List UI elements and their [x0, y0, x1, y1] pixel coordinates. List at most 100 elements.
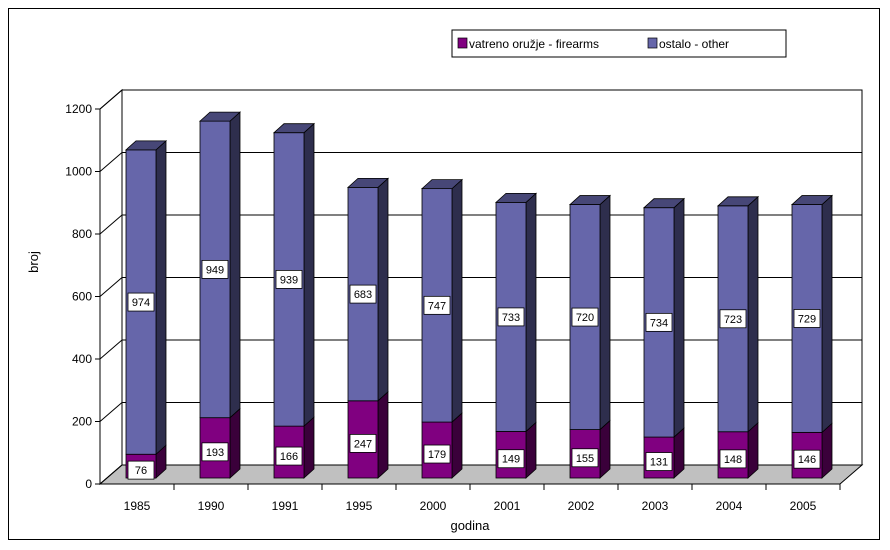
data-label: 723 [724, 314, 742, 326]
legend-label-other: ostalo - other [659, 37, 729, 51]
data-label: 149 [502, 454, 520, 466]
bar-top [346, 177, 390, 188]
data-label-box [645, 312, 673, 332]
bar-top [716, 196, 760, 207]
data-label-box [497, 307, 525, 327]
legend-swatch-firearms [457, 37, 468, 49]
x-tick-label: 2004 [716, 499, 743, 513]
legend-label-firearms: vatreno oružje - firearms [469, 37, 599, 51]
bar-side [303, 122, 315, 428]
bar-side [377, 390, 389, 479]
bar-side [525, 192, 537, 433]
x-tick-label: 1985 [124, 499, 151, 513]
x-tick-label: 1995 [346, 499, 373, 513]
bar-side [229, 111, 241, 419]
axes-group: 0 200 400 600 800 1000 1200 1985 1990 1991 1995 200… [65, 102, 841, 513]
bar-side [599, 419, 611, 479]
bar-side [525, 421, 537, 479]
data-label: 166 [280, 451, 298, 463]
data-label-box [793, 449, 821, 469]
bar-side [451, 412, 463, 479]
bar-side [821, 422, 833, 479]
gridline-diagonal [99, 277, 123, 297]
data-label-box [497, 449, 525, 469]
bar-side [673, 197, 685, 438]
bar-side [229, 407, 241, 479]
data-label: 131 [650, 457, 668, 469]
bar-top [198, 111, 242, 122]
data-label: 193 [206, 447, 224, 459]
y-tick-label: 1200 [65, 102, 92, 116]
data-label-box [719, 309, 747, 329]
x-tick-label: 1990 [198, 499, 225, 513]
data-label-box [349, 434, 377, 453]
bar-side [599, 194, 611, 431]
data-label-box [793, 309, 821, 328]
data-labels-group: 76 974 193 949 166 939 247 683 179 747 149 733 155 72… [127, 260, 821, 480]
bar-top [494, 192, 538, 203]
y-tick-label: 0 [85, 477, 92, 491]
gridline-diagonal [99, 464, 123, 485]
data-label: 148 [724, 454, 742, 466]
x-tick-label: 1991 [272, 499, 299, 513]
y-tick-label: 200 [72, 415, 92, 429]
data-label-box [645, 452, 673, 471]
bar-top [790, 195, 834, 205]
gridline-diagonal [99, 214, 123, 235]
bar-top [420, 179, 464, 190]
gridline-diagonal [99, 89, 123, 110]
gridline-diagonal [99, 339, 123, 360]
data-label: 179 [428, 449, 446, 461]
x-tick-label: 2001 [494, 499, 521, 513]
bar-side [451, 178, 463, 423]
bar-side [303, 416, 315, 479]
data-label: 734 [650, 317, 668, 329]
data-label-box [201, 442, 229, 462]
data-label-box [423, 295, 451, 315]
data-label-box [275, 270, 303, 289]
bar-top [568, 195, 612, 205]
data-label: 747 [428, 300, 446, 312]
legend-swatch-other [647, 37, 658, 49]
y-tick-label: 1000 [65, 165, 92, 179]
data-label: 974 [132, 297, 150, 309]
y-tick-label: 800 [72, 227, 92, 241]
bar-top [272, 123, 316, 134]
data-label: 949 [206, 264, 224, 276]
data-label-box [201, 260, 229, 279]
bar-side [747, 421, 759, 479]
data-label-box [571, 307, 599, 327]
data-label-box [349, 284, 377, 304]
data-label: 155 [576, 453, 594, 465]
x-axis-label: godina [450, 518, 490, 533]
data-label: 683 [354, 289, 372, 301]
legend: vatreno oružje - firearms ostalo - other [451, 29, 787, 58]
y-tick-label: 400 [72, 352, 92, 366]
data-label-box [275, 446, 303, 466]
data-label-box [127, 460, 155, 480]
data-label: 720 [576, 312, 594, 324]
bar-top [642, 198, 686, 209]
gridline-diagonal [99, 152, 123, 172]
data-label: 733 [502, 312, 520, 324]
bar-side [747, 195, 759, 433]
y-axis-label: broj [26, 251, 41, 273]
data-label: 729 [798, 313, 816, 325]
x-tick-label: 2002 [568, 499, 595, 513]
data-label: 76 [135, 465, 147, 477]
data-label-box [127, 292, 155, 312]
legend-box [451, 29, 787, 58]
x-tick-label: 2000 [420, 499, 447, 513]
y-tick-label: 600 [72, 290, 92, 304]
bar-top [124, 140, 168, 151]
x-tick-label: 2005 [790, 499, 817, 513]
bar-side [377, 177, 389, 402]
data-label: 247 [354, 438, 372, 450]
data-label-box [423, 444, 451, 464]
data-label-box [571, 448, 599, 468]
bar-side [155, 139, 167, 456]
data-label-box [719, 449, 747, 469]
x-tick-label: 2003 [642, 499, 669, 513]
bar-side [821, 194, 833, 434]
